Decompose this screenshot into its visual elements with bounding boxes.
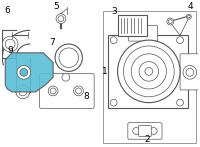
FancyBboxPatch shape [103,11,196,143]
Circle shape [76,88,81,94]
Circle shape [59,48,79,67]
Circle shape [167,18,174,25]
Circle shape [186,69,194,76]
Text: 9: 9 [7,46,13,55]
Circle shape [110,99,117,106]
Circle shape [20,69,28,76]
Circle shape [48,86,58,96]
Circle shape [5,39,15,49]
Circle shape [168,20,172,24]
Circle shape [177,37,184,44]
Circle shape [19,88,27,96]
Circle shape [139,62,159,81]
Circle shape [56,14,66,24]
Text: 6: 6 [4,6,10,15]
Circle shape [186,14,191,19]
Circle shape [74,86,83,96]
FancyBboxPatch shape [139,126,151,136]
Polygon shape [5,53,53,92]
Circle shape [150,128,157,134]
Text: 7: 7 [49,38,55,47]
Text: 1: 1 [102,67,108,76]
Circle shape [133,128,140,134]
Circle shape [188,15,190,18]
Circle shape [177,99,184,106]
Circle shape [2,36,18,52]
Circle shape [131,54,166,89]
Circle shape [58,16,64,22]
Text: 8: 8 [83,92,89,101]
Text: 5: 5 [53,2,59,11]
FancyBboxPatch shape [128,25,158,41]
Circle shape [118,40,180,103]
FancyBboxPatch shape [39,73,94,108]
Circle shape [50,88,56,94]
Circle shape [110,37,117,44]
FancyBboxPatch shape [118,15,147,36]
Circle shape [123,46,174,97]
FancyBboxPatch shape [180,54,200,90]
Circle shape [16,85,30,99]
Text: 2: 2 [144,135,150,144]
Circle shape [145,67,153,75]
Circle shape [62,73,70,81]
Circle shape [17,66,31,79]
FancyBboxPatch shape [108,35,188,108]
Text: 4: 4 [188,2,194,11]
Circle shape [183,66,197,79]
FancyBboxPatch shape [128,123,162,139]
Circle shape [55,44,82,71]
Text: 3: 3 [111,7,117,16]
